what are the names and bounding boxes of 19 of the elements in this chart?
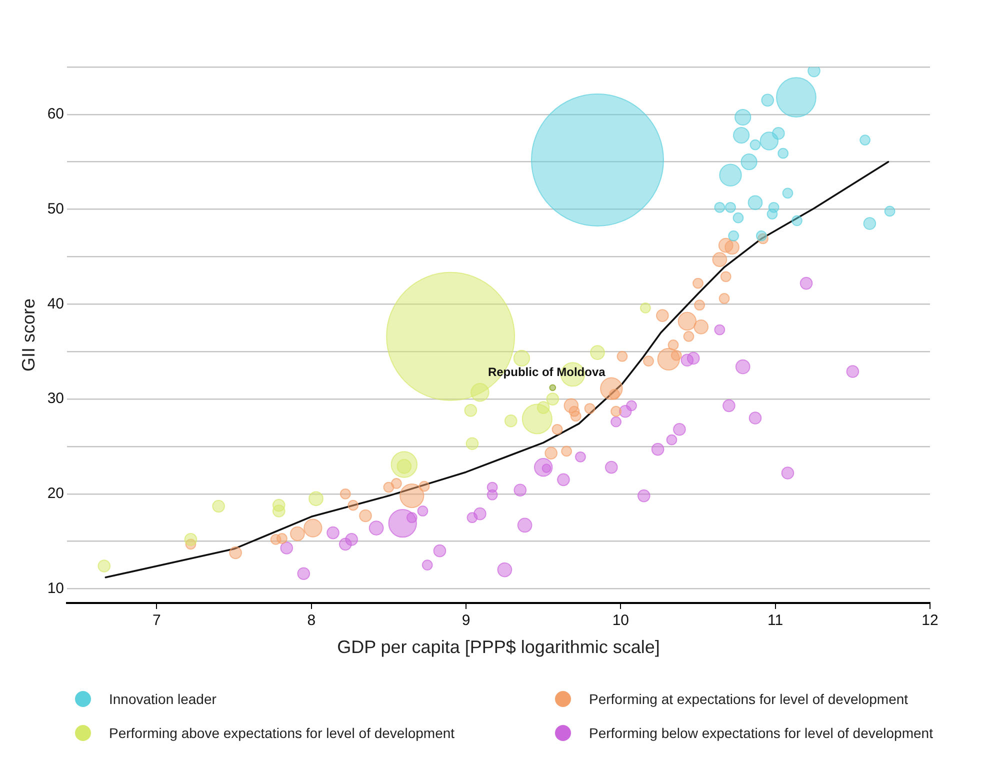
x-tick-label: 10 bbox=[612, 612, 630, 630]
annotation: Republic of Moldova bbox=[488, 364, 606, 379]
legend-label: Innovation leader bbox=[109, 691, 216, 707]
legend-label: Performing at expectations for level of development bbox=[589, 691, 908, 707]
y-tick-label: 40 bbox=[47, 295, 64, 312]
y-tick-label: 30 bbox=[47, 390, 64, 408]
legend-label: Performing above expectations for level of development bbox=[109, 725, 455, 741]
x-tick-label: 8 bbox=[307, 612, 316, 630]
y-tick-label: 20 bbox=[47, 485, 64, 502]
x-tick-label: 11 bbox=[768, 612, 784, 630]
y-tick-label: 10 bbox=[47, 580, 64, 597]
y-tick-label: 50 bbox=[47, 200, 64, 218]
x-tick-label: 12 bbox=[922, 612, 938, 630]
legend-label: Performing below expectations for level of development bbox=[589, 725, 933, 741]
y-tick-label: 60 bbox=[47, 106, 64, 123]
y-axis-title: GII score bbox=[18, 298, 38, 372]
x-axis-title: GDP per capita [PPP$ logarithmic scale] bbox=[337, 636, 660, 657]
x-tick-label: 9 bbox=[462, 612, 470, 630]
x-tick-label: 7 bbox=[152, 612, 161, 630]
